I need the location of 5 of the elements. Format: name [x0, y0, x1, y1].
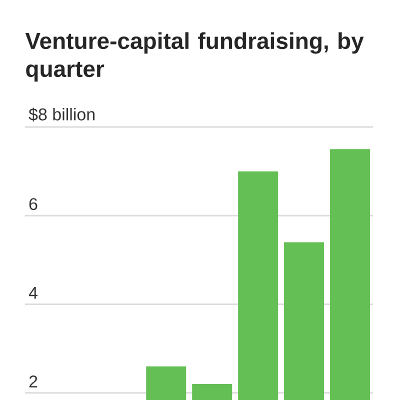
y-tick-label: 2 — [29, 376, 38, 388]
y-tick-label: 4 — [28, 287, 38, 299]
y-tick-label: 6 — [29, 198, 38, 210]
y-tick-label: $8 billion — [28, 108, 94, 122]
chart-title: Venture-capital fundraising, by quarter — [25, 32, 364, 82]
